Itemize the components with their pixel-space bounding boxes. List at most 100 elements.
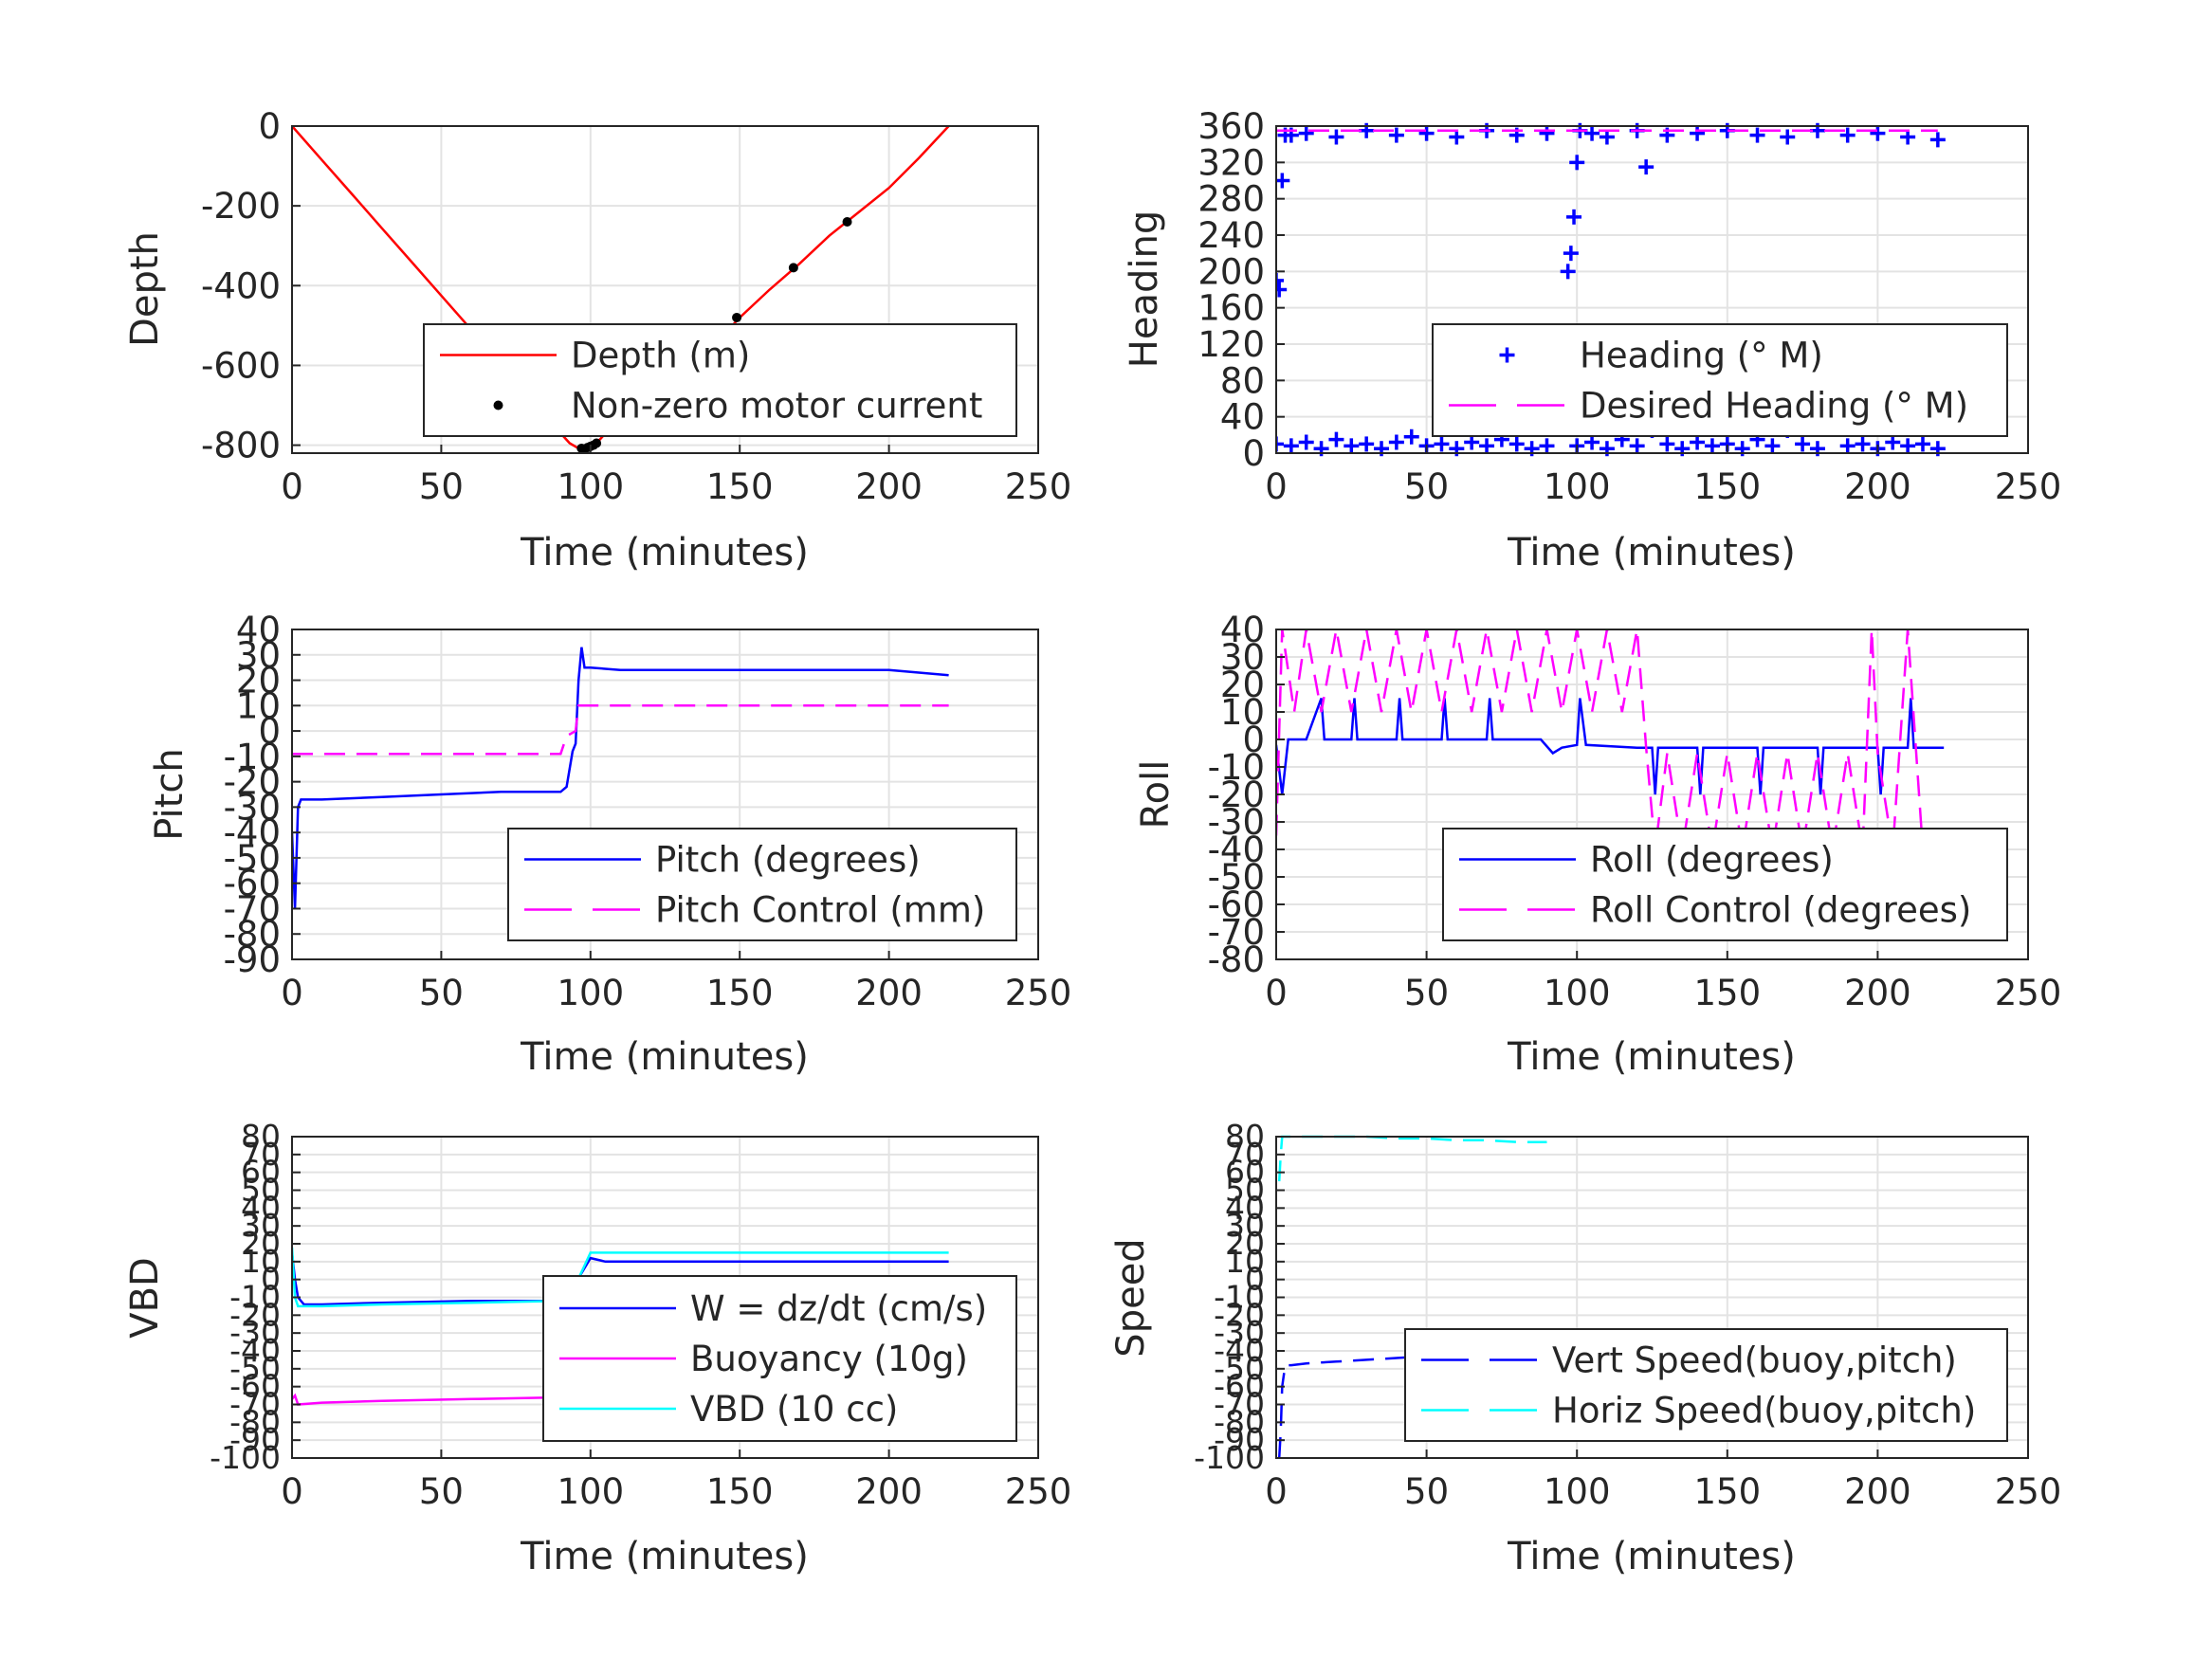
heading-xtick-label: 0 — [1265, 466, 1288, 507]
heading-series-0-point — [1539, 438, 1555, 454]
panel-speed: 0 50 100 150 200 25080706050403020100-10-20-3… — [1109, 1118, 2061, 1578]
speed-xtick-label: 50 — [1404, 1471, 1449, 1512]
roll-series-0-line — [1276, 698, 1945, 795]
pitch-ytick-label: 0 — [258, 711, 281, 752]
pitch-ytick-label: -90 — [224, 939, 281, 980]
heading-legend-swatch — [1499, 347, 1515, 363]
roll-legend-label: Roll Control (degrees) — [1590, 890, 1971, 931]
speed-ytick-label: -30 — [1214, 1314, 1265, 1351]
vbd-xtick-label: 100 — [557, 1471, 624, 1512]
roll-xlabel: Time (minutes) — [1507, 1035, 1796, 1079]
heading-xtick-label: 150 — [1693, 466, 1761, 507]
pitch-ytick-label: -20 — [224, 762, 281, 803]
pitch-xtick-label: 100 — [557, 973, 624, 1013]
roll-xtick-label: 250 — [1995, 973, 2062, 1013]
vbd-ytick-label: -40 — [229, 1332, 281, 1369]
roll-ytick-label: -10 — [1208, 747, 1265, 788]
speed-ytick-label: -10 — [1214, 1279, 1265, 1316]
roll-ytick-label: -20 — [1208, 775, 1265, 815]
roll-legend-label: Roll (degrees) — [1590, 840, 1834, 881]
roll-ytick-label: 40 — [1220, 610, 1265, 650]
heading-ytick-label: 280 — [1197, 179, 1265, 220]
heading-series-0-point — [1563, 246, 1579, 262]
heading-series-0-point — [1870, 125, 1886, 141]
pitch-series-0-line — [292, 647, 949, 909]
panel-roll: 0 50 100 150 200 250403020100-10-20-30-40-50-… — [1134, 610, 2061, 1079]
speed-ytick-label: 20 — [1225, 1225, 1265, 1262]
pitch-xtick-label: 250 — [1005, 973, 1072, 1013]
heading-series-0-point — [1584, 125, 1600, 141]
heading-series-0-point — [1479, 438, 1495, 454]
pitch-ytick-label: -60 — [224, 864, 281, 904]
heading-series-0-point — [1403, 428, 1419, 445]
speed-ytick-label: -70 — [1214, 1386, 1265, 1423]
heading-ytick-label: 360 — [1197, 106, 1265, 147]
pitch-legend-label: Pitch Control (mm) — [655, 890, 985, 931]
vbd-legend-label: Buoyancy (10g) — [690, 1339, 968, 1379]
roll-xtick-label: 200 — [1844, 973, 1911, 1013]
pitch-xtick-label: 50 — [419, 973, 464, 1013]
speed-ytick-label: 10 — [1225, 1243, 1265, 1280]
depth-ytick-label: 0 — [258, 106, 281, 147]
heading-series-0-point — [1900, 129, 1916, 145]
heading-ytick-label: 80 — [1220, 360, 1265, 401]
depth-legend-box — [423, 323, 1017, 437]
vbd-ytick-label: -50 — [229, 1350, 281, 1387]
heading-series-0-point — [1780, 129, 1796, 145]
vbd-ytick-label: 30 — [241, 1207, 281, 1244]
pitch-ytick-label: -10 — [224, 737, 281, 777]
roll-xtick-label: 0 — [1265, 973, 1288, 1013]
heading-series-0-point — [1704, 438, 1720, 454]
roll-xtick-label: 100 — [1544, 973, 1611, 1013]
vbd-ytick-label: -70 — [229, 1386, 281, 1423]
heading-ytick-label: 160 — [1197, 288, 1265, 329]
heading-series-0-point — [1283, 438, 1299, 454]
roll-ytick-label: 20 — [1220, 665, 1265, 705]
vbd-ytick-label: 50 — [241, 1172, 281, 1209]
depth-series-1-point — [842, 216, 852, 227]
depth-axes-box — [291, 125, 1039, 454]
pitch-xlabel: Time (minutes) — [520, 1035, 809, 1079]
vbd-ylabel: VBD — [123, 1257, 167, 1339]
heading-legend-item: Desired Heading (° M) — [1449, 386, 1968, 427]
heading-axes: 0 50 100 150 200 2500408012016020024028032036… — [1197, 106, 2061, 507]
pitch-legend-label: Pitch (degrees) — [655, 840, 921, 881]
roll-legend-item: Roll (degrees) — [1459, 840, 1834, 881]
pitch-legend-item: Pitch (degrees) — [524, 840, 921, 881]
vbd-ytick-label: 40 — [241, 1189, 281, 1226]
vbd-ytick-label: -100 — [210, 1439, 281, 1476]
panel-pitch: 0 50 100 150 200 250403020100-10-20-30-40-50-… — [148, 610, 1071, 1079]
heading-series-0-point — [1328, 431, 1344, 447]
heading-xtick-label: 200 — [1844, 466, 1911, 507]
depth-xtick-label: 50 — [419, 466, 464, 507]
heading-series-0-point — [1929, 132, 1946, 148]
speed-legend: Vert Speed(buoy,pitch) Horiz Speed(buoy,p… — [1404, 1328, 2008, 1442]
speed-ytick-label: 70 — [1225, 1136, 1265, 1173]
speed-ytick-label: -80 — [1214, 1403, 1265, 1440]
vbd-ytick-label: 70 — [241, 1136, 281, 1173]
speed-ytick-label: 50 — [1225, 1172, 1265, 1209]
heading-ytick-label: 120 — [1197, 324, 1265, 365]
pitch-ytick-label: 10 — [236, 685, 281, 726]
heading-series-0-point — [1690, 125, 1706, 141]
heading-series-0-point — [1464, 434, 1480, 450]
heading-series-0-point — [1885, 434, 1901, 450]
pitch-ylabel: Pitch — [148, 748, 192, 840]
vbd-ytick-label: 0 — [261, 1261, 281, 1298]
pitch-ytick-label: -50 — [224, 838, 281, 879]
roll-ytick-label: -80 — [1208, 939, 1265, 980]
heading-series-0-point — [1638, 159, 1654, 175]
heading-series-0-point — [1569, 155, 1585, 171]
heading-legend-box — [1432, 323, 2008, 437]
depth-legend-label: Depth (m) — [571, 336, 750, 376]
heading-series-0-point — [1560, 264, 1576, 280]
heading-series-0-point — [1795, 436, 1811, 452]
depth-series-1-point — [592, 438, 602, 448]
vbd-xtick-label: 150 — [706, 1471, 774, 1512]
pitch-ytick-label: -70 — [224, 888, 281, 929]
heading-series-0-point — [1764, 438, 1781, 454]
heading-ytick-label: 320 — [1197, 142, 1265, 183]
vbd-legend-item: Buoyancy (10g) — [559, 1339, 968, 1379]
speed-ytick-label: -100 — [1194, 1439, 1265, 1476]
